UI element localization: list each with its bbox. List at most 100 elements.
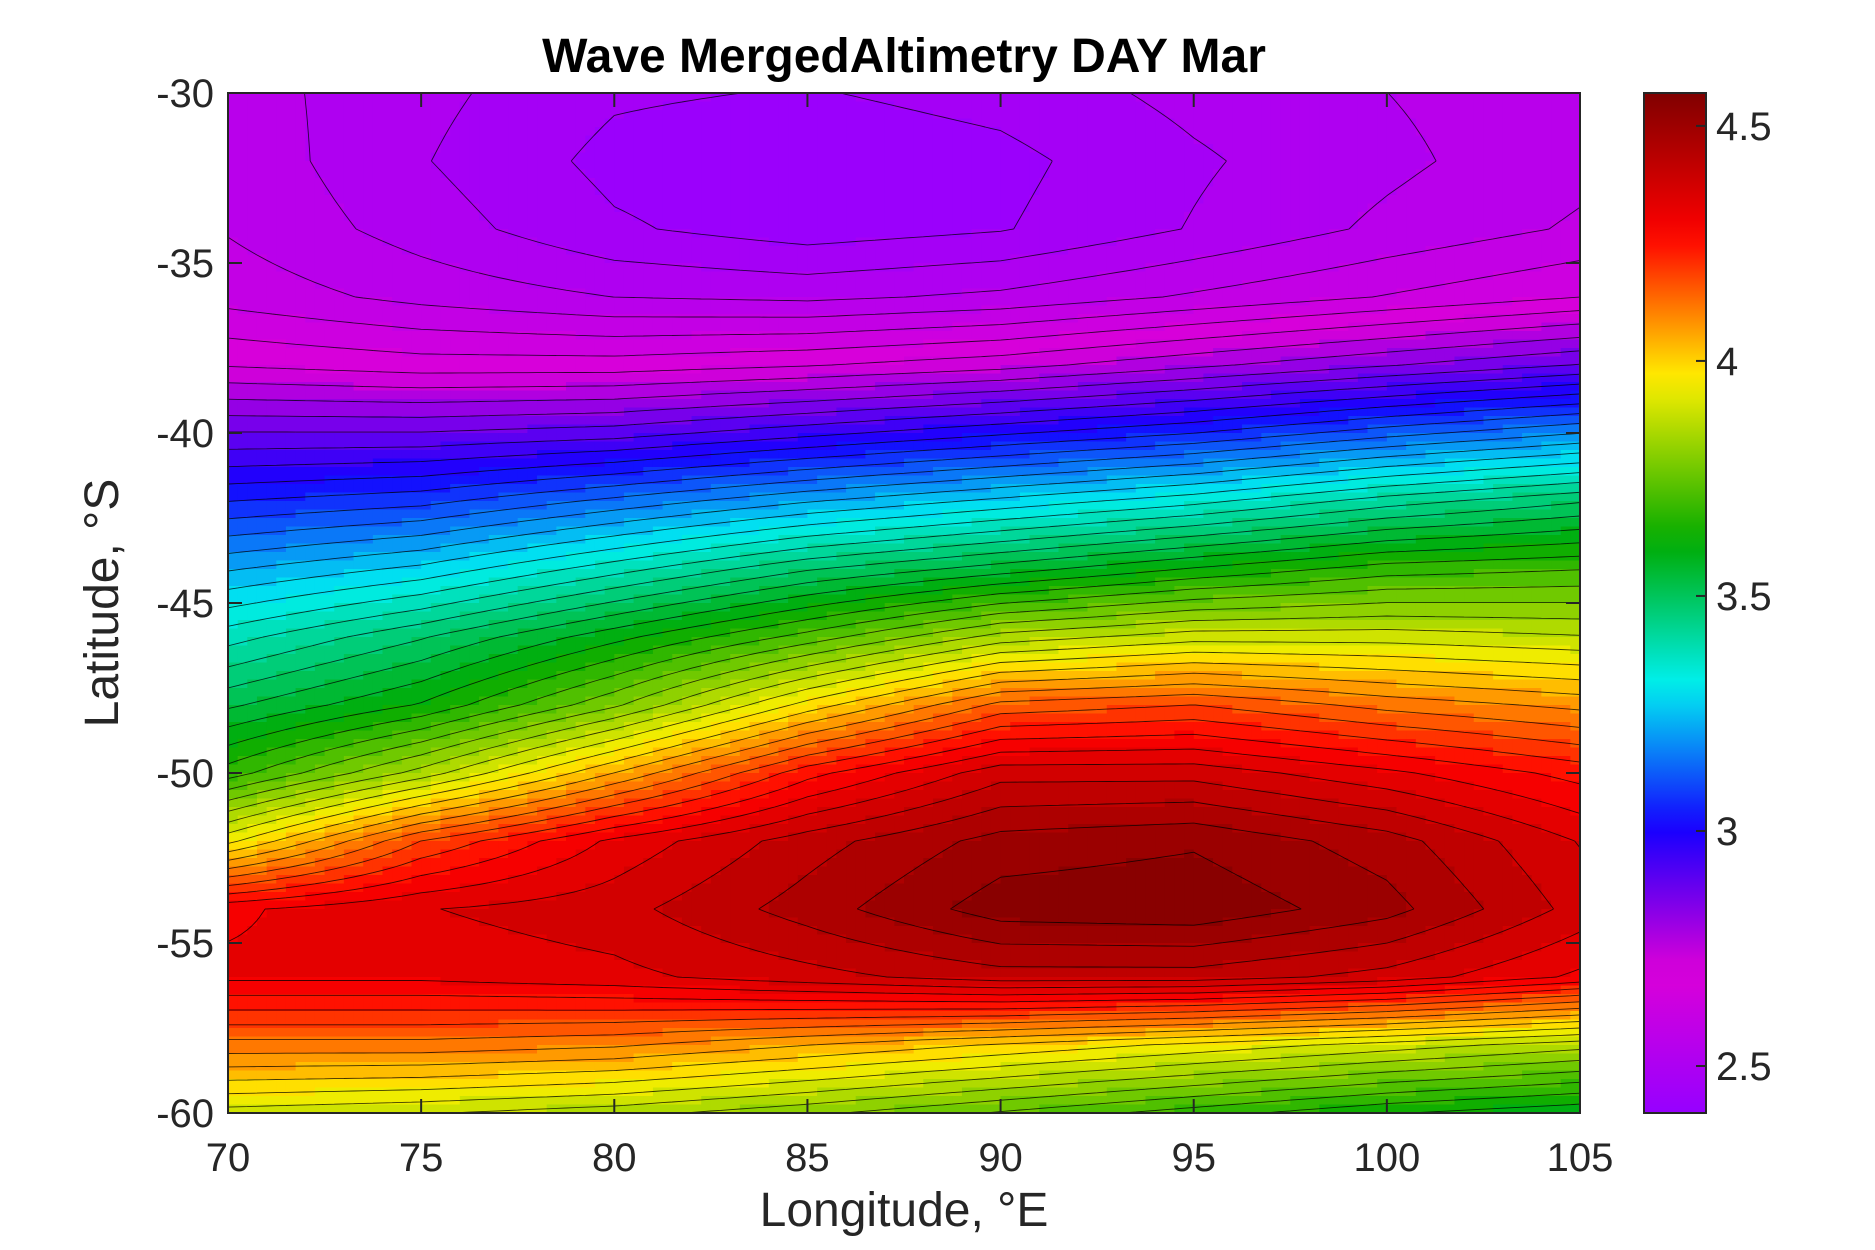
contour-cell	[1193, 169, 1204, 179]
contour-cell	[1570, 178, 1580, 188]
contour-cell	[913, 271, 924, 281]
contour-cell	[1473, 110, 1485, 120]
contour-cell	[739, 373, 751, 383]
contour-cell	[546, 263, 557, 273]
contour-cell	[923, 195, 934, 205]
contour-cell	[1386, 220, 1398, 230]
contour-cell	[469, 263, 480, 273]
contour-cell	[633, 314, 644, 324]
contour-cell	[1058, 93, 1069, 103]
contour-cell	[894, 339, 905, 349]
contour-cell	[807, 203, 818, 213]
contour-cell	[633, 93, 644, 103]
contour-cell	[730, 237, 741, 247]
contour-cell	[904, 144, 915, 154]
contour-cell	[1425, 373, 1436, 383]
contour-cell	[932, 144, 944, 154]
contour-cell	[672, 144, 683, 154]
contour-cell	[1155, 186, 1166, 196]
contour-cell	[1464, 186, 1475, 196]
contour-cell	[450, 390, 461, 400]
contour-cell	[1222, 229, 1233, 239]
contour-cell	[1164, 246, 1175, 256]
contour-cell	[961, 373, 973, 383]
contour-cell	[594, 356, 606, 366]
contour-cell	[556, 271, 567, 281]
contour-cell	[768, 169, 780, 179]
contour-cell	[1522, 237, 1533, 247]
contour-cell	[1309, 382, 1320, 392]
contour-cell	[566, 297, 577, 307]
contour-cell	[1377, 152, 1388, 162]
contour-cell	[1415, 356, 1427, 366]
contour-cell	[1135, 271, 1147, 281]
contour-cell	[363, 373, 374, 383]
contour-cell	[662, 169, 673, 179]
contour-cell	[421, 101, 432, 111]
contour-cell	[1541, 322, 1552, 332]
contour-cell	[1213, 127, 1224, 137]
contour-cell	[1010, 101, 1021, 111]
contour-cell	[1367, 127, 1378, 137]
contour-cell	[537, 220, 548, 230]
contour-cell	[971, 280, 982, 290]
contour-cell	[952, 203, 963, 213]
contour-cell	[730, 229, 741, 239]
contour-cell	[1232, 314, 1243, 324]
contour-cell	[372, 152, 384, 162]
contour-cell	[353, 152, 364, 162]
contour-cell	[1415, 322, 1427, 332]
contour-cell	[884, 322, 895, 332]
contour-cell	[585, 93, 596, 103]
contour-cell	[401, 186, 413, 196]
contour-cell	[1290, 356, 1301, 366]
contour-cell	[681, 263, 693, 273]
contour-cell	[778, 288, 789, 298]
contour-cell	[826, 161, 837, 171]
contour-cell	[739, 331, 751, 341]
contour-cell	[1203, 178, 1214, 188]
contour-cell	[788, 212, 799, 222]
contour-cell	[353, 271, 364, 281]
contour-cell	[508, 280, 519, 290]
contour-cell	[488, 314, 499, 324]
contour-cell	[1435, 152, 1446, 162]
contour-cell	[353, 288, 364, 298]
contour-cell	[1512, 186, 1523, 196]
contour-cell	[1270, 305, 1282, 315]
contour-cell	[730, 203, 741, 213]
contour-cell	[1299, 93, 1311, 103]
contour-cell	[623, 220, 635, 230]
contour-cell	[392, 135, 403, 145]
contour-cell	[623, 186, 635, 196]
contour-cell	[952, 356, 963, 366]
contour-cell	[1406, 314, 1417, 324]
contour-cell	[1135, 365, 1147, 375]
contour-cell	[479, 271, 490, 281]
contour-cell	[1029, 169, 1040, 179]
contour-cell	[1048, 127, 1060, 137]
contour-cell	[826, 127, 837, 137]
contour-cell	[932, 161, 944, 171]
contour-cell	[575, 254, 586, 264]
contour-cell	[537, 339, 548, 349]
contour-cell	[739, 322, 751, 332]
contour-cell	[1280, 254, 1291, 264]
contour-cell	[1319, 305, 1330, 315]
contour-cell	[594, 127, 606, 137]
contour-cell	[1097, 331, 1108, 341]
contour-cell	[1222, 237, 1233, 247]
contour-cell	[894, 152, 905, 162]
contour-cell	[305, 195, 316, 205]
contour-cell	[401, 288, 413, 298]
contour-cell	[894, 373, 905, 383]
contour-cell	[932, 246, 944, 256]
contour-cell	[334, 203, 345, 213]
contour-cell	[1010, 93, 1021, 103]
contour-cell	[826, 390, 837, 400]
contour-cell	[1164, 339, 1175, 349]
contour-cell	[1444, 161, 1456, 171]
contour-cell	[1280, 331, 1291, 341]
contour-cell	[913, 348, 924, 358]
contour-cell	[961, 246, 973, 256]
